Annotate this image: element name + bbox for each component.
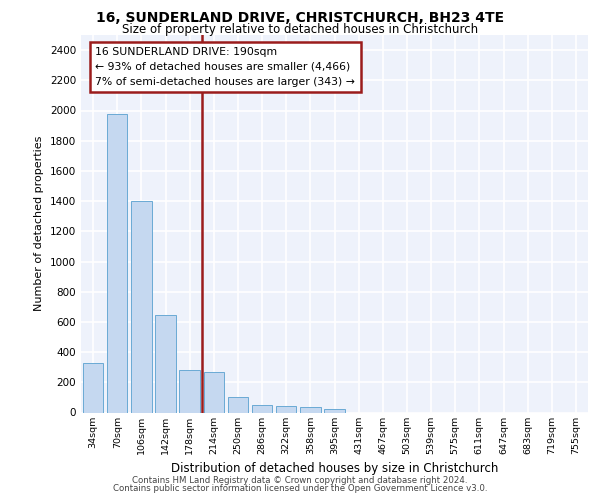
Text: Contains HM Land Registry data © Crown copyright and database right 2024.: Contains HM Land Registry data © Crown c… — [132, 476, 468, 485]
Text: 16 SUNDERLAND DRIVE: 190sqm
← 93% of detached houses are smaller (4,466)
7% of s: 16 SUNDERLAND DRIVE: 190sqm ← 93% of det… — [95, 47, 355, 86]
Bar — [227, 398, 248, 412]
Bar — [324, 409, 345, 412]
Text: 16, SUNDERLAND DRIVE, CHRISTCHURCH, BH23 4TE: 16, SUNDERLAND DRIVE, CHRISTCHURCH, BH23… — [96, 11, 504, 25]
Bar — [300, 407, 320, 412]
Bar — [83, 364, 103, 412]
Bar — [131, 201, 152, 412]
X-axis label: Distribution of detached houses by size in Christchurch: Distribution of detached houses by size … — [171, 462, 498, 475]
Bar — [155, 315, 176, 412]
Bar — [276, 406, 296, 412]
Bar — [252, 406, 272, 412]
Bar — [107, 114, 127, 412]
Bar — [179, 370, 200, 412]
Text: Contains public sector information licensed under the Open Government Licence v3: Contains public sector information licen… — [113, 484, 487, 493]
Y-axis label: Number of detached properties: Number of detached properties — [34, 136, 44, 312]
Bar — [203, 372, 224, 412]
Text: Size of property relative to detached houses in Christchurch: Size of property relative to detached ho… — [122, 22, 478, 36]
